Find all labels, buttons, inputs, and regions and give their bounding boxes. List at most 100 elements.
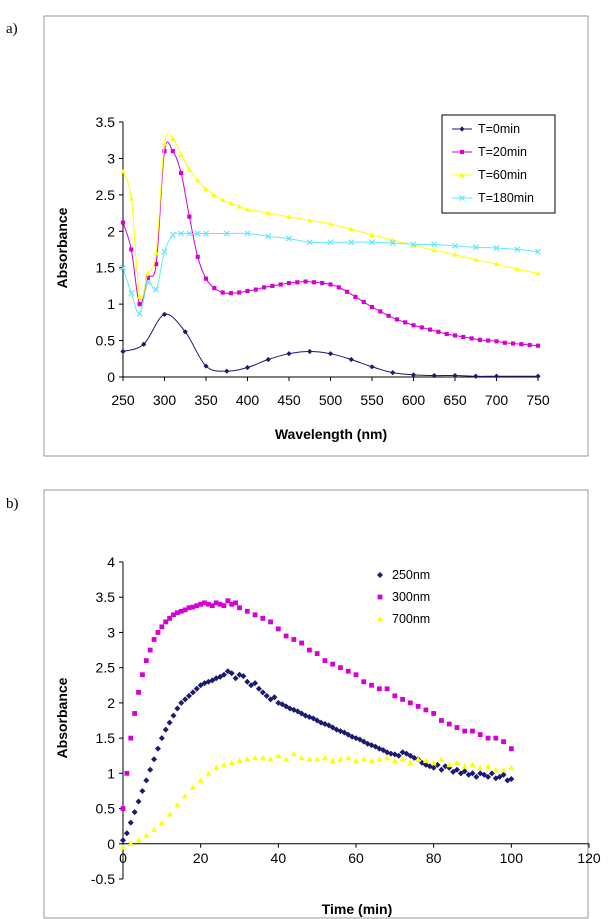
data-point bbox=[501, 739, 506, 745]
data-point bbox=[244, 678, 251, 685]
data-point bbox=[220, 290, 225, 295]
data-point bbox=[265, 233, 272, 240]
data-point bbox=[431, 372, 437, 379]
data-point bbox=[330, 661, 336, 667]
data-point bbox=[314, 756, 321, 762]
data-point bbox=[387, 750, 394, 757]
data-point bbox=[508, 764, 515, 771]
data-point bbox=[182, 792, 189, 799]
data-point bbox=[361, 679, 367, 685]
data-point bbox=[329, 757, 336, 764]
series-t-0min bbox=[120, 311, 541, 379]
data-point bbox=[369, 232, 375, 238]
y-tick-label: 0 bbox=[107, 836, 115, 852]
data-point bbox=[128, 735, 134, 741]
data-point bbox=[124, 770, 130, 776]
data-point bbox=[260, 615, 266, 621]
data-point bbox=[411, 323, 416, 328]
data-point bbox=[187, 214, 192, 219]
series-t-20min bbox=[120, 141, 541, 348]
data-point bbox=[213, 600, 219, 606]
data-point bbox=[434, 761, 441, 768]
data-point bbox=[290, 750, 297, 757]
data-point bbox=[155, 630, 161, 635]
data-point bbox=[259, 689, 266, 696]
panel-a-label: a) bbox=[6, 21, 18, 37]
data-point bbox=[438, 766, 445, 773]
data-point bbox=[161, 248, 168, 255]
data-point bbox=[322, 658, 328, 664]
series-250nm bbox=[120, 668, 515, 844]
data-point bbox=[237, 605, 242, 611]
legend-label: 700nm bbox=[392, 612, 430, 626]
data-point bbox=[486, 338, 491, 343]
data-point bbox=[519, 342, 524, 347]
data-point bbox=[369, 682, 374, 688]
data-point bbox=[186, 166, 192, 172]
data-point bbox=[376, 686, 382, 692]
x-tick-label: 40 bbox=[271, 850, 287, 866]
data-point bbox=[182, 696, 189, 703]
data-point bbox=[275, 626, 281, 632]
legend-marker bbox=[459, 172, 465, 178]
x-tick-label: 750 bbox=[526, 392, 550, 408]
data-point bbox=[391, 757, 398, 764]
y-tick-label: 1 bbox=[107, 296, 115, 312]
data-point bbox=[369, 364, 375, 370]
data-point bbox=[508, 746, 514, 752]
data-point bbox=[514, 246, 521, 253]
legend-entry: T=180min bbox=[452, 191, 534, 205]
data-point bbox=[267, 756, 274, 762]
data-point bbox=[203, 363, 209, 369]
data-point bbox=[353, 672, 359, 678]
data-point bbox=[500, 771, 507, 778]
legend-entry: T=0min bbox=[452, 122, 520, 136]
y-tick-label: 2 bbox=[107, 695, 115, 711]
data-point bbox=[407, 700, 413, 706]
data-point bbox=[477, 764, 484, 771]
y-tick-label: 1.5 bbox=[96, 260, 116, 276]
data-point bbox=[461, 334, 466, 340]
data-point bbox=[244, 364, 251, 371]
data-point bbox=[147, 647, 153, 653]
data-point bbox=[446, 721, 452, 727]
data-point bbox=[240, 673, 247, 680]
data-point bbox=[132, 711, 138, 716]
data-point bbox=[159, 624, 165, 630]
data-point bbox=[446, 761, 453, 768]
legend-entry: 700nm bbox=[377, 612, 430, 626]
data-point bbox=[285, 235, 293, 242]
legend-entry: 300nm bbox=[377, 590, 430, 604]
data-point bbox=[153, 250, 159, 256]
data-point bbox=[314, 651, 320, 656]
series-700nm bbox=[120, 750, 515, 850]
data-point bbox=[220, 671, 227, 678]
data-point bbox=[320, 280, 325, 286]
legend-label: T=180min bbox=[478, 191, 534, 205]
data-point bbox=[233, 600, 239, 606]
data-point bbox=[194, 230, 201, 237]
data-point bbox=[170, 136, 176, 141]
data-point bbox=[392, 693, 398, 699]
data-point bbox=[136, 689, 141, 695]
panel-a-x-axis-title: Wavelength (nm) bbox=[275, 426, 387, 442]
data-point bbox=[403, 320, 408, 325]
data-point bbox=[128, 195, 134, 201]
panel-a-legend-items: T=0min T=20min T=60min T=180min bbox=[452, 122, 534, 205]
legend-label: 250nm bbox=[392, 568, 430, 582]
data-point bbox=[141, 341, 147, 347]
data-point bbox=[461, 763, 468, 769]
data-point bbox=[311, 280, 316, 285]
data-point bbox=[419, 325, 424, 330]
data-point bbox=[415, 704, 421, 709]
panel-b-legend: 250nm 300nm 700nm bbox=[363, 560, 453, 632]
data-point bbox=[244, 206, 251, 212]
series-line bbox=[122, 313, 538, 377]
legend-marker bbox=[459, 149, 465, 155]
data-point bbox=[345, 668, 351, 674]
data-point bbox=[353, 757, 359, 764]
data-point bbox=[384, 754, 391, 761]
y-tick-label: -0.5 bbox=[91, 871, 115, 887]
data-point bbox=[286, 351, 292, 357]
